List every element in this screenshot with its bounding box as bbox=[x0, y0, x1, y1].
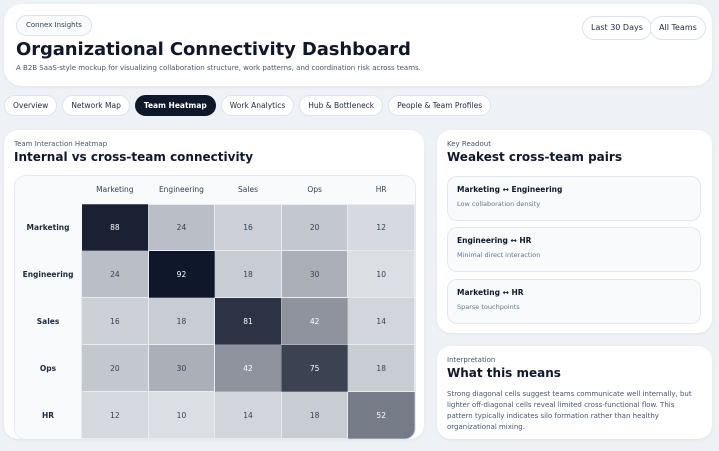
tab-team-heatmap[interactable]: Team Heatmap bbox=[134, 95, 216, 116]
heatmap-cell[interactable]: 12 bbox=[81, 391, 149, 439]
pair-description: Sparse touchpoints bbox=[457, 303, 520, 311]
tab-people-team-profiles[interactable]: People & Team Profiles bbox=[388, 95, 492, 116]
tab-overview[interactable]: Overview bbox=[4, 95, 58, 116]
heatmap-cell[interactable]: 92 bbox=[147, 250, 216, 299]
weak-pair-card[interactable]: Marketing ↔ Engineering Low collaboratio… bbox=[447, 176, 701, 221]
team-filter-button[interactable]: All Teams bbox=[650, 16, 706, 40]
row-header: Ops bbox=[15, 344, 82, 392]
interpretation-kicker: Interpretation bbox=[447, 356, 496, 364]
heatmap-row: Ops 20 30 42 75 18 bbox=[15, 344, 415, 393]
heatmap-cell[interactable]: 75 bbox=[280, 344, 349, 393]
heatmap-title: Internal vs cross-team connectivity bbox=[14, 150, 254, 164]
heatmap-cell[interactable]: 24 bbox=[147, 203, 216, 252]
heatmap-cell[interactable]: 10 bbox=[347, 250, 415, 299]
date-range-button[interactable]: Last 30 Days bbox=[582, 16, 652, 40]
readout-title: Weakest cross-team pairs bbox=[447, 150, 622, 164]
heatmap-cell[interactable]: 18 bbox=[347, 344, 415, 393]
col-header: Ops bbox=[281, 176, 348, 204]
pair-title: Marketing ↔ HR bbox=[457, 288, 524, 297]
heatmap-corner bbox=[15, 176, 82, 204]
weak-pair-card[interactable]: Marketing ↔ HR Sparse touchpoints bbox=[447, 279, 701, 324]
tab-hub-bottleneck[interactable]: Hub & Bottleneck bbox=[299, 95, 384, 116]
tab-network-map[interactable]: Network Map bbox=[62, 95, 130, 116]
row-header: Sales bbox=[15, 297, 82, 345]
heatmap-cell[interactable]: 30 bbox=[147, 344, 216, 393]
page-subtitle: A B2B SaaS-style mockup for visualizing … bbox=[16, 64, 421, 72]
pair-description: Low collaboration density bbox=[457, 200, 541, 208]
heatmap-header-row: Marketing Engineering Sales Ops HR bbox=[15, 176, 415, 204]
tab-bar: Overview Network Map Team Heatmap Work A… bbox=[4, 95, 492, 116]
heatmap-cell[interactable]: 10 bbox=[147, 391, 216, 439]
heatmap-cell[interactable]: 52 bbox=[347, 391, 415, 439]
row-header: HR bbox=[15, 391, 82, 439]
heatmap-row: Sales 16 18 81 42 14 bbox=[15, 297, 415, 346]
pair-title: Marketing ↔ Engineering bbox=[457, 185, 563, 194]
col-header: Marketing bbox=[81, 176, 149, 204]
heatmap-cell[interactable]: 20 bbox=[81, 344, 149, 393]
heatmap-cell[interactable]: 18 bbox=[147, 297, 216, 346]
heatmap-cell[interactable]: 30 bbox=[280, 250, 349, 299]
weak-pair-card[interactable]: Engineering ↔ HR Minimal direct interact… bbox=[447, 227, 701, 272]
heatmap-row: HR 12 10 14 18 52 bbox=[15, 391, 415, 439]
heatmap-cell[interactable]: 12 bbox=[347, 203, 415, 252]
heatmap-cell[interactable]: 14 bbox=[347, 297, 415, 346]
interpretation-card: Interpretation What this means Strong di… bbox=[437, 346, 712, 439]
heatmap-row: Engineering 24 92 18 30 10 bbox=[15, 250, 415, 299]
heatmap-cell[interactable]: 24 bbox=[81, 250, 149, 299]
heatmap-cell[interactable]: 18 bbox=[214, 250, 282, 299]
row-header: Engineering bbox=[15, 250, 82, 298]
page-title: Organizational Connectivity Dashboard bbox=[16, 39, 411, 60]
heatmap-cell[interactable]: 20 bbox=[280, 203, 349, 252]
heatmap-cell[interactable]: 42 bbox=[214, 344, 282, 393]
key-readout-card: Key Readout Weakest cross-team pairs Mar… bbox=[437, 130, 712, 333]
heatmap-card: Team Interaction Heatmap Internal vs cro… bbox=[4, 130, 424, 440]
dashboard-header: Connex Insights Organizational Connectiv… bbox=[4, 4, 712, 86]
tab-work-analytics[interactable]: Work Analytics bbox=[220, 95, 295, 116]
interpretation-text: Strong diagonal cells suggest teams comm… bbox=[447, 390, 692, 431]
col-header: Sales bbox=[214, 176, 282, 204]
heatmap-row: Marketing 88 24 16 20 12 bbox=[15, 203, 415, 252]
heatmap-cell[interactable]: 16 bbox=[214, 203, 282, 252]
heatmap-cell[interactable]: 16 bbox=[81, 297, 149, 346]
heatmap-cell[interactable]: 18 bbox=[280, 391, 349, 439]
pair-description: Minimal direct interaction bbox=[457, 251, 541, 259]
team-heatmap: Marketing Engineering Sales Ops HR Marke… bbox=[14, 175, 416, 440]
heatmap-cell[interactable]: 81 bbox=[214, 297, 282, 346]
col-header: Engineering bbox=[148, 176, 215, 204]
brand-badge: Connex Insights bbox=[16, 15, 92, 36]
interpretation-title: What this means bbox=[447, 366, 561, 380]
heatmap-cell[interactable]: 88 bbox=[81, 203, 149, 252]
heatmap-cell[interactable]: 14 bbox=[214, 391, 282, 439]
col-header: HR bbox=[347, 176, 415, 204]
heatmap-cell[interactable]: 42 bbox=[280, 297, 349, 346]
heatmap-kicker: Team Interaction Heatmap bbox=[14, 140, 108, 148]
pair-title: Engineering ↔ HR bbox=[457, 236, 532, 245]
readout-kicker: Key Readout bbox=[447, 140, 491, 148]
row-header: Marketing bbox=[15, 204, 82, 251]
